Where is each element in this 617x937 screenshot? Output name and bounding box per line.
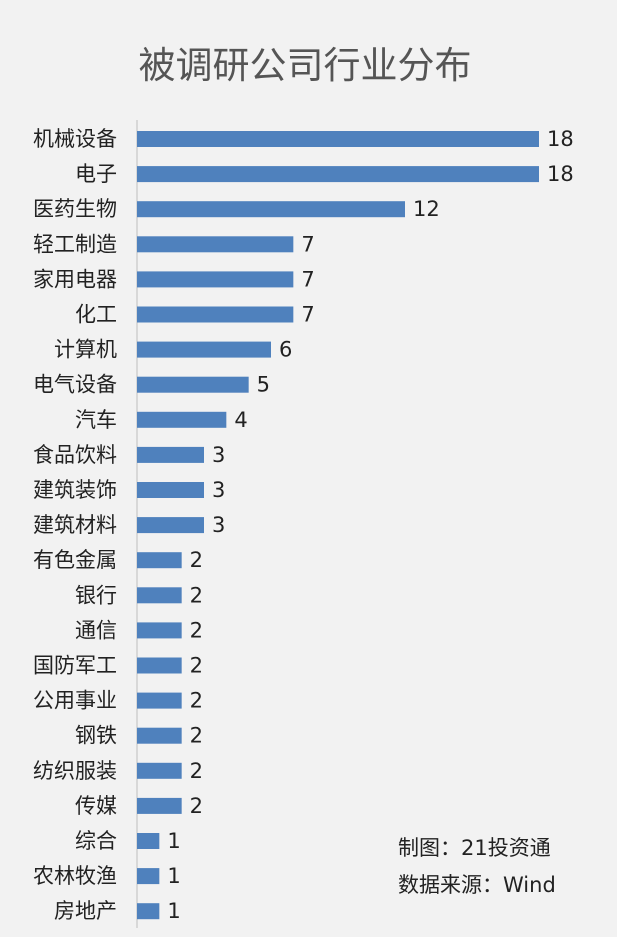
bar bbox=[137, 166, 539, 183]
bar bbox=[137, 692, 182, 709]
bar-value-label: 18 bbox=[547, 162, 574, 186]
category-label: 轻工制造 bbox=[33, 232, 117, 256]
bar-value-label: 2 bbox=[190, 759, 203, 783]
category-label: 机械设备 bbox=[33, 127, 117, 151]
bar-value-label: 3 bbox=[212, 478, 225, 502]
bar-value-label: 4 bbox=[234, 408, 247, 432]
bar-value-label: 18 bbox=[547, 127, 574, 151]
bar-value-label: 6 bbox=[279, 338, 292, 362]
bar-value-label: 7 bbox=[301, 232, 314, 256]
bar bbox=[137, 271, 294, 288]
bar bbox=[137, 131, 539, 147]
bar-value-label: 2 bbox=[190, 724, 203, 748]
bar-value-label: 2 bbox=[190, 618, 203, 642]
bar bbox=[137, 446, 204, 463]
category-label: 综合 bbox=[75, 829, 117, 853]
bar bbox=[137, 411, 227, 428]
bar bbox=[137, 622, 182, 639]
category-label: 房地产 bbox=[54, 899, 117, 923]
bar bbox=[137, 341, 271, 358]
bar-value-label: 1 bbox=[167, 864, 180, 888]
bar bbox=[137, 762, 182, 779]
category-label: 计算机 bbox=[54, 338, 117, 362]
bar bbox=[137, 797, 182, 814]
bar bbox=[137, 306, 294, 323]
bar bbox=[137, 517, 204, 534]
bar bbox=[137, 727, 182, 744]
category-label: 建筑装饰 bbox=[33, 478, 117, 502]
bar bbox=[137, 903, 160, 920]
bar-value-label: 2 bbox=[190, 689, 203, 713]
chart-maker-note: 制图：21投资通 bbox=[398, 836, 551, 860]
bar-value-label: 2 bbox=[190, 548, 203, 572]
bar-value-label: 7 bbox=[301, 267, 314, 291]
bar-value-label: 2 bbox=[190, 654, 203, 678]
category-label: 钢铁 bbox=[75, 724, 117, 748]
bar-value-label: 1 bbox=[167, 829, 180, 853]
bar-value-label: 3 bbox=[212, 443, 225, 467]
bar bbox=[137, 201, 405, 218]
category-label: 电气设备 bbox=[33, 373, 117, 397]
category-label: 纺织服装 bbox=[33, 759, 117, 783]
category-label: 医药生物 bbox=[33, 197, 117, 221]
data-source-note: 数据来源：Wind bbox=[398, 873, 556, 897]
bar-value-label: 1 bbox=[167, 899, 180, 923]
bar bbox=[137, 657, 182, 674]
bar-value-label: 2 bbox=[190, 794, 203, 818]
bar bbox=[137, 587, 182, 604]
category-label: 农林牧渔 bbox=[33, 864, 117, 888]
category-label: 公用事业 bbox=[33, 689, 117, 713]
bar bbox=[137, 552, 182, 569]
category-label: 汽车 bbox=[75, 408, 117, 432]
bar-value-label: 7 bbox=[301, 303, 314, 327]
category-label: 有色金属 bbox=[33, 548, 117, 572]
category-label: 国防军工 bbox=[33, 654, 117, 678]
category-label: 传媒 bbox=[75, 794, 117, 818]
bar-value-label: 5 bbox=[257, 373, 270, 397]
bar-value-label: 3 bbox=[212, 513, 225, 537]
category-label: 食品饮料 bbox=[33, 443, 117, 467]
category-label: 化工 bbox=[75, 303, 117, 327]
category-label: 建筑材料 bbox=[33, 513, 117, 537]
chart-title: 被调研公司行业分布 bbox=[139, 44, 472, 87]
bar bbox=[137, 376, 249, 393]
category-label: 银行 bbox=[75, 583, 117, 607]
bar bbox=[137, 236, 294, 253]
category-label: 电子 bbox=[75, 162, 117, 186]
category-label: 通信 bbox=[75, 618, 117, 642]
category-label: 家用电器 bbox=[33, 267, 117, 291]
bar-value-label: 2 bbox=[190, 583, 203, 607]
bar bbox=[137, 868, 160, 885]
bar-value-label: 12 bbox=[413, 197, 440, 221]
bar bbox=[137, 833, 160, 849]
bar bbox=[137, 482, 204, 498]
